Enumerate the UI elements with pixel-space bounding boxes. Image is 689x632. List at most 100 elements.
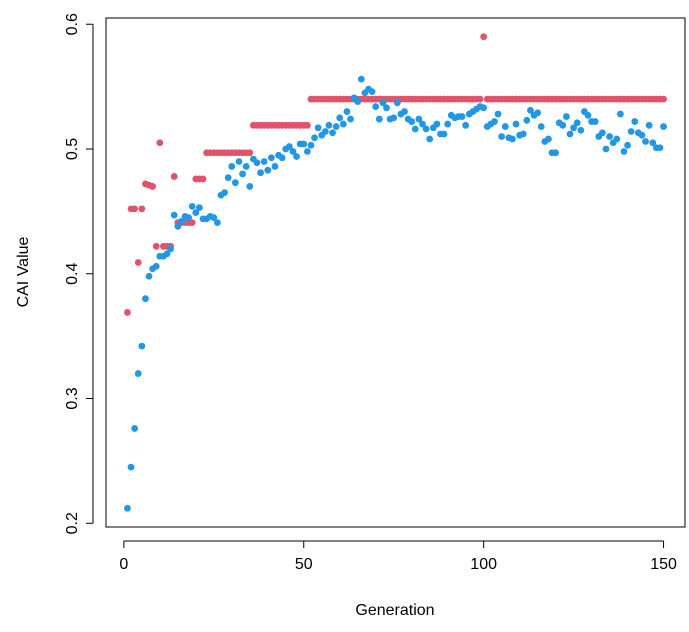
point <box>231 179 239 187</box>
point <box>188 202 196 210</box>
point <box>476 95 484 103</box>
point <box>329 129 336 137</box>
y-tick-label: 0.4 <box>64 263 81 285</box>
point <box>149 183 157 190</box>
point <box>411 125 419 133</box>
point <box>527 106 534 114</box>
point <box>523 116 531 124</box>
point <box>170 173 178 180</box>
point <box>152 262 160 270</box>
point <box>336 114 344 122</box>
point <box>602 145 610 153</box>
point <box>383 104 390 112</box>
point <box>285 143 293 150</box>
point <box>512 120 520 128</box>
point <box>235 158 243 165</box>
point <box>134 370 142 377</box>
point <box>627 128 635 135</box>
point <box>372 103 380 110</box>
point <box>210 214 218 222</box>
point <box>239 170 246 178</box>
point <box>491 118 498 125</box>
point <box>375 115 383 123</box>
point <box>393 99 401 107</box>
point <box>534 109 542 117</box>
point <box>649 139 657 147</box>
point <box>462 121 470 129</box>
point <box>501 123 509 130</box>
x-axis-title: Generation <box>355 602 434 619</box>
point <box>573 119 581 127</box>
point <box>142 295 149 303</box>
point <box>458 113 466 120</box>
point <box>419 120 426 128</box>
x-tick-label: 150 <box>650 556 677 573</box>
point <box>357 75 365 83</box>
point <box>339 120 347 128</box>
point <box>480 33 488 41</box>
point <box>228 163 236 170</box>
y-tick-label: 0.3 <box>64 387 81 409</box>
point <box>138 342 146 350</box>
point <box>321 128 329 135</box>
point <box>390 114 398 122</box>
point <box>347 115 354 123</box>
point <box>645 121 653 129</box>
point <box>537 123 545 130</box>
point <box>131 425 139 432</box>
point <box>264 166 272 174</box>
point <box>426 135 434 143</box>
point <box>196 204 203 212</box>
point <box>566 130 574 138</box>
point <box>660 95 667 103</box>
point <box>379 99 387 107</box>
point <box>178 217 185 225</box>
x-tick-label: 50 <box>295 556 313 573</box>
point <box>444 120 452 128</box>
point <box>545 135 552 143</box>
point <box>563 113 570 120</box>
point <box>303 148 311 155</box>
point <box>278 154 286 162</box>
point <box>368 88 376 96</box>
point <box>174 222 182 230</box>
point <box>620 148 628 155</box>
point <box>192 209 200 217</box>
plot-box <box>105 17 686 528</box>
point <box>577 126 585 134</box>
point <box>559 121 567 129</box>
point <box>498 133 506 140</box>
point <box>289 148 297 155</box>
point <box>570 124 578 132</box>
point <box>246 183 254 190</box>
point <box>127 463 135 471</box>
point <box>598 129 606 137</box>
point <box>415 115 423 123</box>
point <box>584 111 592 119</box>
point <box>519 130 527 138</box>
point <box>257 169 264 177</box>
point <box>134 259 142 266</box>
point <box>124 504 131 512</box>
point <box>267 154 275 162</box>
point <box>332 123 340 130</box>
point <box>433 120 441 128</box>
point <box>293 153 300 160</box>
point <box>242 163 250 170</box>
point <box>354 98 362 105</box>
point <box>642 138 649 145</box>
y-axis-title: CAI Value <box>15 236 32 307</box>
point <box>422 125 430 133</box>
point <box>494 110 502 118</box>
x-tick-label: 0 <box>119 556 128 573</box>
point <box>170 211 178 219</box>
point <box>185 214 193 222</box>
y-tick-label: 0.2 <box>64 512 81 534</box>
point <box>660 123 667 130</box>
point <box>314 124 322 132</box>
point <box>152 242 160 250</box>
point <box>552 149 560 157</box>
point <box>616 110 624 118</box>
point <box>145 272 153 280</box>
point <box>221 189 228 197</box>
